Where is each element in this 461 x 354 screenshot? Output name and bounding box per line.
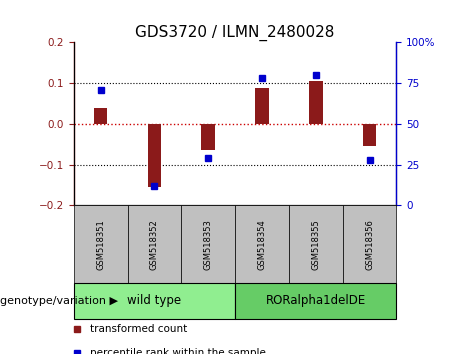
FancyBboxPatch shape: [289, 205, 343, 283]
Text: GSM518351: GSM518351: [96, 219, 105, 270]
Bar: [309, 81, 323, 124]
FancyBboxPatch shape: [235, 283, 396, 319]
Text: GSM518356: GSM518356: [365, 219, 374, 270]
Text: GSM518352: GSM518352: [150, 219, 159, 270]
Text: genotype/variation ▶: genotype/variation ▶: [0, 296, 118, 306]
FancyBboxPatch shape: [181, 205, 235, 283]
Text: wild type: wild type: [127, 295, 182, 307]
Bar: [255, 88, 269, 124]
Text: GSM518353: GSM518353: [204, 219, 213, 270]
FancyBboxPatch shape: [343, 205, 396, 283]
Text: GSM518355: GSM518355: [311, 219, 320, 270]
Text: RORalpha1delDE: RORalpha1delDE: [266, 295, 366, 307]
Title: GDS3720 / ILMN_2480028: GDS3720 / ILMN_2480028: [136, 25, 335, 41]
Text: GSM518354: GSM518354: [258, 219, 266, 270]
FancyBboxPatch shape: [128, 205, 181, 283]
FancyBboxPatch shape: [74, 205, 128, 283]
Bar: [94, 108, 107, 124]
Bar: [201, 124, 215, 149]
FancyBboxPatch shape: [235, 205, 289, 283]
Text: transformed count: transformed count: [90, 324, 187, 334]
Bar: [363, 124, 376, 146]
Bar: [148, 124, 161, 187]
Text: percentile rank within the sample: percentile rank within the sample: [90, 348, 266, 354]
FancyBboxPatch shape: [74, 283, 235, 319]
